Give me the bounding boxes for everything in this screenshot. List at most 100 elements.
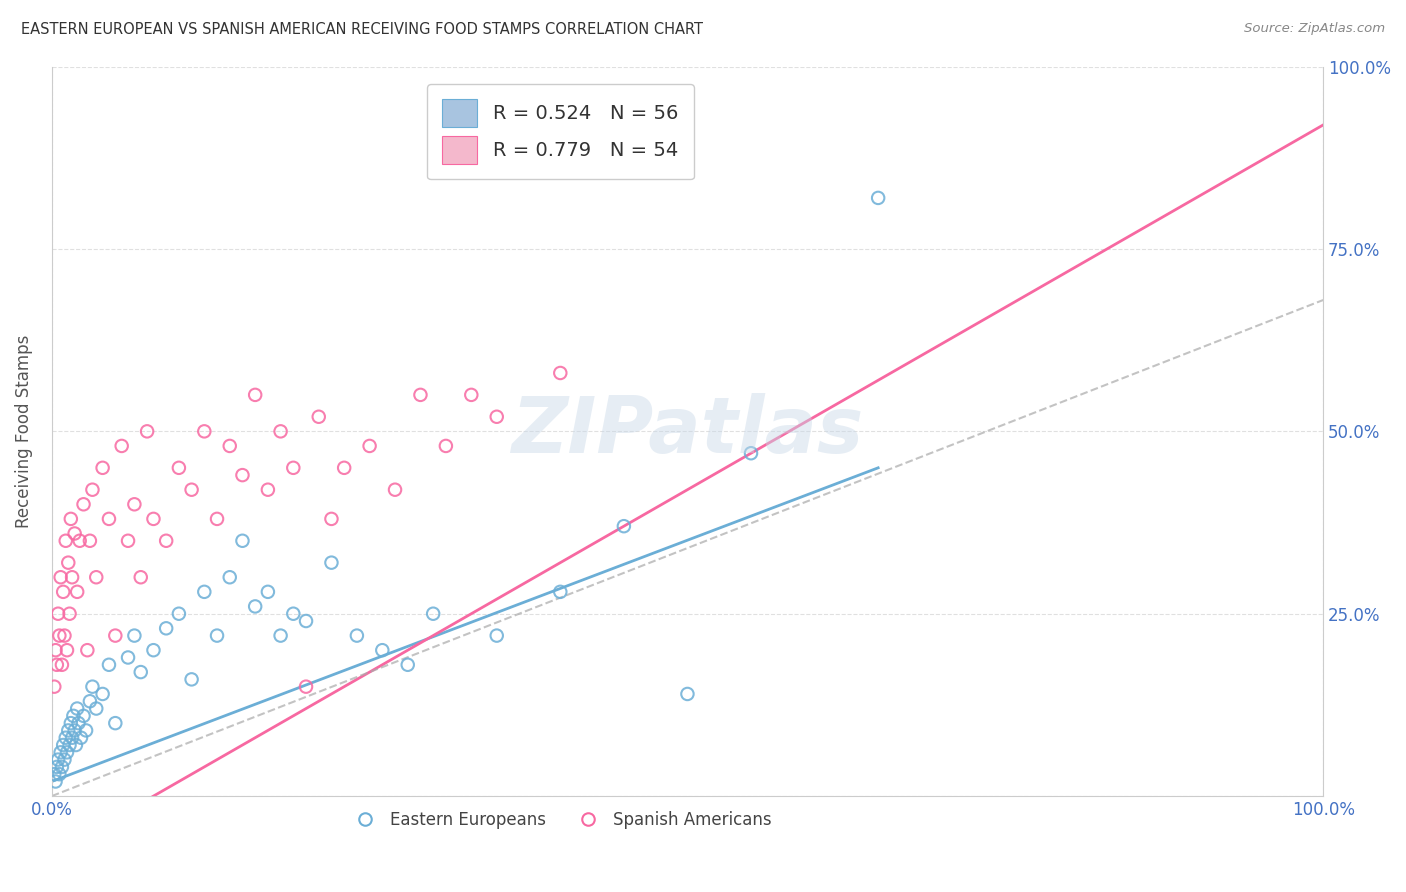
Point — [55, 533, 77, 548]
Point — [56, 745, 79, 759]
Point — [550, 584, 572, 599]
Point — [45, 657, 67, 672]
Point — [243, 388, 266, 402]
Point — [396, 657, 419, 672]
Point — [49, 745, 72, 759]
Point — [308, 409, 330, 424]
Point — [75, 723, 97, 738]
Point — [124, 497, 146, 511]
Point — [111, 439, 134, 453]
Point — [56, 643, 79, 657]
Point — [167, 607, 190, 621]
Point — [231, 468, 253, 483]
Point — [283, 607, 305, 621]
Point — [67, 716, 90, 731]
Point — [295, 680, 318, 694]
Point — [485, 409, 508, 424]
Point — [63, 723, 86, 738]
Point — [63, 526, 86, 541]
Point — [58, 556, 80, 570]
Point — [82, 680, 104, 694]
Point — [104, 716, 127, 731]
Point — [60, 731, 83, 745]
Point — [270, 629, 292, 643]
Point — [79, 533, 101, 548]
Point — [676, 687, 699, 701]
Point — [53, 753, 76, 767]
Point — [124, 629, 146, 643]
Text: ZIPatlas: ZIPatlas — [512, 393, 863, 469]
Point — [70, 731, 93, 745]
Point — [218, 439, 240, 453]
Point — [434, 439, 457, 453]
Point — [346, 629, 368, 643]
Legend: Eastern Europeans, Spanish Americans: Eastern Europeans, Spanish Americans — [342, 804, 779, 835]
Point — [243, 599, 266, 614]
Point — [76, 643, 98, 657]
Point — [129, 665, 152, 679]
Point — [66, 701, 89, 715]
Point — [51, 657, 73, 672]
Point — [84, 701, 107, 715]
Point — [359, 439, 381, 453]
Point — [66, 584, 89, 599]
Point — [231, 533, 253, 548]
Point — [257, 584, 280, 599]
Point — [142, 643, 165, 657]
Point — [422, 607, 444, 621]
Point — [155, 621, 177, 635]
Point — [180, 483, 202, 497]
Point — [409, 388, 432, 402]
Point — [257, 483, 280, 497]
Point — [129, 570, 152, 584]
Point — [371, 643, 394, 657]
Point — [333, 460, 356, 475]
Point — [45, 643, 67, 657]
Point — [45, 774, 67, 789]
Point — [48, 767, 70, 781]
Point — [60, 570, 83, 584]
Point — [117, 533, 139, 548]
Point — [193, 584, 215, 599]
Point — [49, 570, 72, 584]
Point — [45, 760, 67, 774]
Point — [91, 687, 114, 701]
Point — [193, 425, 215, 439]
Point — [59, 716, 82, 731]
Point — [550, 366, 572, 380]
Text: Source: ZipAtlas.com: Source: ZipAtlas.com — [1244, 22, 1385, 36]
Point — [270, 425, 292, 439]
Point — [58, 607, 80, 621]
Point — [613, 519, 636, 533]
Point — [58, 723, 80, 738]
Point — [58, 738, 80, 752]
Point — [52, 738, 75, 752]
Point — [283, 460, 305, 475]
Point — [46, 607, 69, 621]
Point — [82, 483, 104, 497]
Point — [155, 533, 177, 548]
Point — [84, 570, 107, 584]
Point — [740, 446, 762, 460]
Point — [136, 425, 159, 439]
Point — [48, 629, 70, 643]
Point — [59, 512, 82, 526]
Point — [167, 460, 190, 475]
Point — [69, 533, 91, 548]
Point — [46, 753, 69, 767]
Point — [72, 709, 94, 723]
Text: EASTERN EUROPEAN VS SPANISH AMERICAN RECEIVING FOOD STAMPS CORRELATION CHART: EASTERN EUROPEAN VS SPANISH AMERICAN REC… — [21, 22, 703, 37]
Point — [53, 629, 76, 643]
Point — [62, 709, 84, 723]
Point — [79, 694, 101, 708]
Point — [142, 512, 165, 526]
Point — [460, 388, 482, 402]
Point — [51, 760, 73, 774]
Point — [218, 570, 240, 584]
Point — [868, 191, 890, 205]
Point — [72, 497, 94, 511]
Y-axis label: Receiving Food Stamps: Receiving Food Stamps — [15, 334, 32, 528]
Point — [117, 650, 139, 665]
Point — [295, 614, 318, 628]
Point — [321, 556, 343, 570]
